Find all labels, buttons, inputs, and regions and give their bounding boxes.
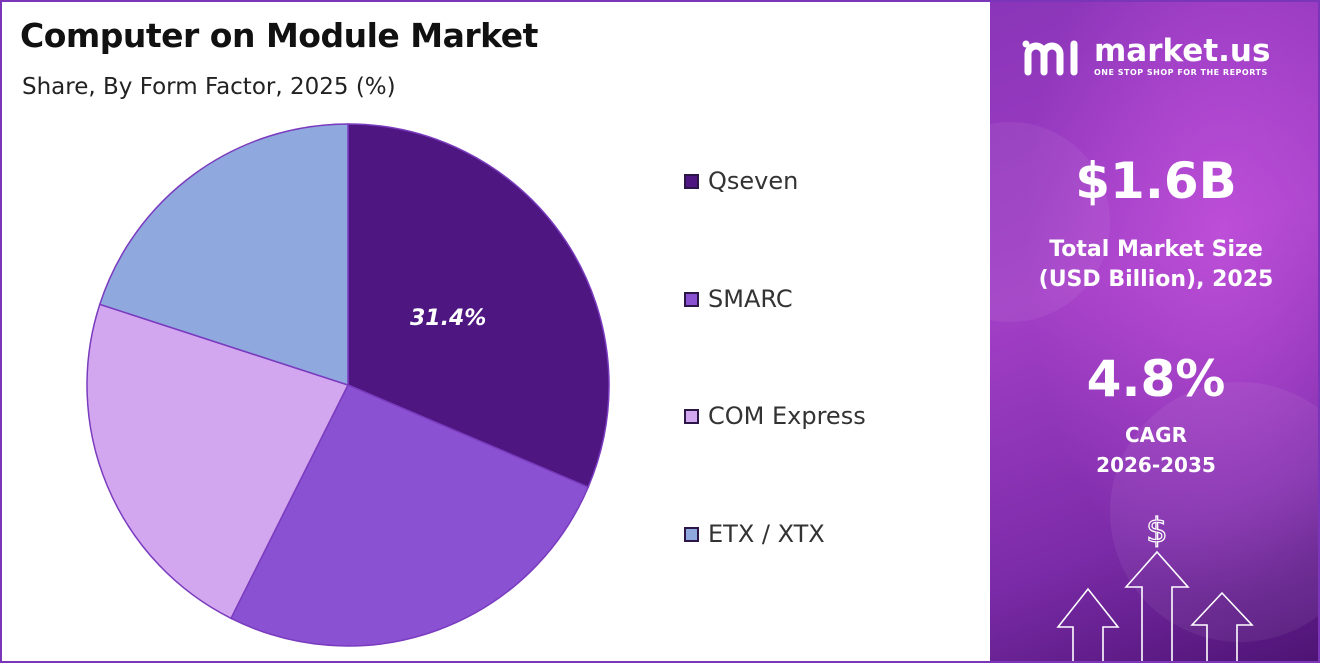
pie-chart: 31.4% — [86, 123, 610, 647]
chart-subtitle: Share, By Form Factor, 2025 (%) — [22, 74, 396, 100]
chart-legend: Qseven SMARC COM Express ETX / XTX — [684, 2, 984, 661]
up-arrow-icon — [1056, 587, 1120, 661]
dollar-icon: $ — [1146, 511, 1168, 551]
legend-label: COM Express — [708, 402, 866, 430]
legend-label: SMARC — [708, 285, 793, 313]
legend-label: ETX / XTX — [708, 520, 825, 548]
cagr-label: CAGR — [1125, 423, 1187, 447]
chart-title: Computer on Module Market — [20, 16, 538, 55]
brand-name: market.us — [1094, 32, 1271, 69]
legend-swatch — [684, 173, 699, 189]
cagr-period: 2026-2035 — [1096, 453, 1216, 477]
legend-swatch — [684, 408, 699, 424]
market-size-value: $1.6B — [1075, 152, 1237, 210]
legend-swatch — [684, 526, 699, 542]
market-size-label-line2: (USD Billion), 2025 — [1038, 267, 1274, 292]
summary-panel: market.us ONE STOP SHOP FOR THE REPORTS … — [990, 2, 1318, 661]
market-us-logo-icon — [1022, 40, 1078, 76]
up-arrow-icon — [1124, 550, 1190, 661]
legend-item: SMARC — [684, 284, 793, 314]
legend-item: Qseven — [684, 166, 798, 196]
chart-panel: Computer on Module Market Share, By Form… — [2, 2, 990, 661]
pie-slice-smarc — [229, 384, 590, 647]
legend-swatch — [684, 291, 699, 307]
growth-arrows-graphic: $ — [1056, 510, 1254, 661]
brand-tagline: ONE STOP SHOP FOR THE REPORTS — [1094, 67, 1268, 77]
up-arrow-icon — [1190, 591, 1254, 661]
data-label: 31.4% — [410, 306, 486, 331]
cagr-value: 4.8% — [1086, 350, 1226, 408]
legend-item: COM Express — [684, 401, 866, 431]
brand-logo: market.us ONE STOP SHOP FOR THE REPORTS — [1022, 34, 1270, 78]
legend-item: ETX / XTX — [684, 519, 825, 549]
pie-slice-com-express — [86, 303, 350, 620]
pie-slice-etx-xtx — [98, 123, 349, 387]
pie-slice-qseven — [347, 123, 610, 489]
market-size-label-line1: Total Market Size — [1049, 237, 1263, 262]
legend-label: Qseven — [708, 167, 799, 195]
